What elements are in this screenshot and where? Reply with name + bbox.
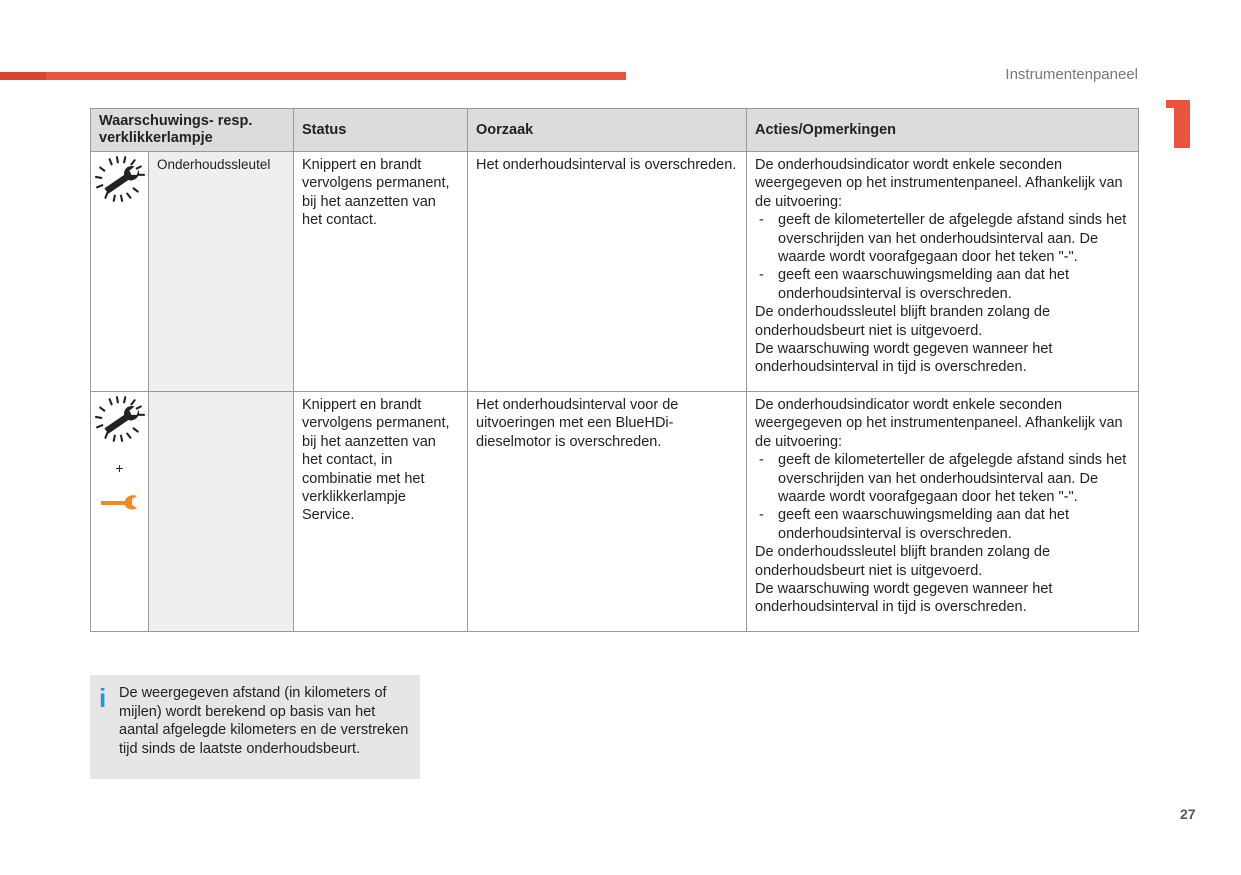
table-header-row: Waarschuwings- resp. verklikkerlampje St…	[90, 108, 1139, 152]
status-text: Knippert en brandt vervolgens permanent,…	[293, 391, 468, 632]
column-header-actions: Acties/Opmerkingen	[746, 108, 1139, 152]
info-text: De weergegeven afstand (in kilometers of…	[119, 685, 409, 757]
cause-text: Het onderhoudsinterval voor de uitvoerin…	[467, 391, 747, 632]
actions-outro: De onderhoudssleutel blijft branden zola…	[755, 304, 1051, 339]
actions-intro: De onderhoudsindicator wordt enkele seco…	[755, 157, 1123, 210]
plus-sign: +	[115, 460, 124, 477]
actions-bullet: geeft een waarschuwingsmelding aan dat h…	[755, 506, 1130, 543]
actions-intro: De onderhoudsindicator wordt enkele seco…	[755, 397, 1123, 450]
wrench-flashing-icon	[94, 156, 145, 202]
header-accent-bar	[0, 72, 626, 80]
info-icon: i	[99, 683, 107, 713]
chapter-number-1	[1166, 100, 1190, 148]
column-header-status: Status	[293, 108, 468, 152]
table-row: + Knippert en brandt vervolgens permanen…	[90, 391, 1139, 632]
actions-cell: De onderhoudsindicator wordt enkele seco…	[746, 391, 1139, 632]
warning-lights-table: Waarschuwings- resp. verklikkerlampje St…	[90, 108, 1139, 632]
wrench-orange-icon	[100, 495, 137, 510]
cause-text: Het onderhoudsinterval is overschreden.	[467, 151, 747, 392]
page-number: 27	[1180, 806, 1196, 822]
actions-bullet: geeft de kilometerteller de afgelegde af…	[755, 451, 1130, 506]
actions-outro: De onderhoudssleutel blijft branden zola…	[755, 544, 1051, 579]
column-header-lamp: Waarschuwings- resp. verklikkerlampje	[90, 108, 294, 152]
actions-cell: De onderhoudsindicator wordt enkele seco…	[746, 151, 1139, 392]
wrench-flashing-icon	[94, 396, 145, 442]
info-box: i De weergegeven afstand (in kilometers …	[90, 675, 420, 779]
section-title: Instrumentenpaneel	[1005, 66, 1138, 83]
actions-outro-2: De waarschuwing wordt gegeven wanneer he…	[755, 581, 1053, 616]
actions-outro-2: De waarschuwing wordt gegeven wanneer he…	[755, 341, 1053, 376]
status-text: Knippert en brandt vervolgens permanent,…	[293, 151, 468, 392]
lamp-name	[148, 391, 294, 632]
column-header-cause: Oorzaak	[467, 108, 747, 152]
table-row: Onderhoudssleutel Knippert en brandt ver…	[90, 151, 1139, 392]
actions-bullet: geeft een waarschuwingsmelding aan dat h…	[755, 266, 1130, 303]
actions-bullet: geeft de kilometerteller de afgelegde af…	[755, 211, 1130, 266]
lamp-name: Onderhoudssleutel	[148, 151, 294, 392]
